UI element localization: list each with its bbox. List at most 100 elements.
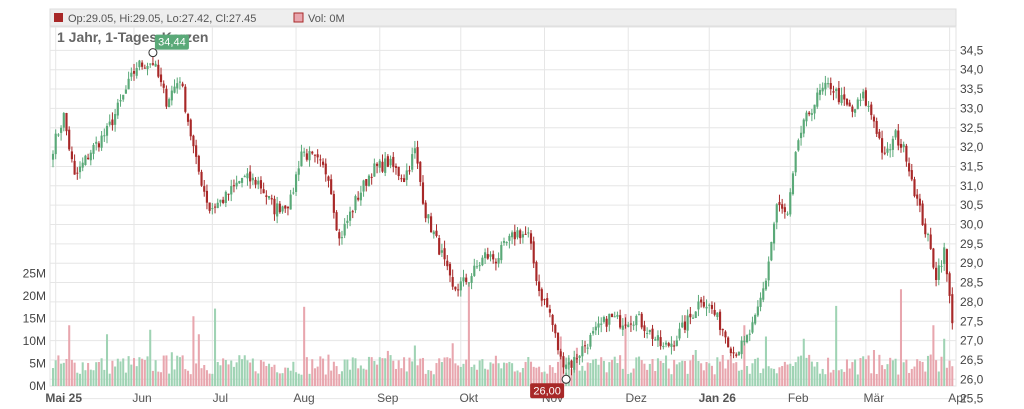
volume-bar — [727, 359, 730, 386]
candle-body — [475, 266, 479, 268]
volume-bar — [268, 363, 271, 386]
candle-body — [929, 234, 932, 249]
volume-bar — [338, 374, 341, 386]
candle-body — [292, 192, 295, 194]
volume-bar — [624, 314, 627, 386]
candle-body — [791, 173, 795, 195]
candle-body — [737, 351, 741, 356]
candle-body — [727, 337, 730, 348]
volume-bar — [881, 365, 884, 386]
candle-body — [772, 223, 776, 244]
candle-body — [303, 151, 306, 153]
candle-body — [905, 145, 908, 162]
volume-bar — [438, 358, 441, 386]
volume-bar — [54, 360, 57, 386]
volume-bar — [918, 361, 921, 386]
candle-body — [492, 254, 495, 260]
candle-body — [76, 172, 79, 174]
volume-bar — [721, 354, 724, 386]
candle-body — [691, 317, 695, 319]
candle-body — [240, 177, 244, 183]
volume-bar — [786, 364, 789, 386]
month-label: Okt — [459, 391, 478, 405]
candle-body — [505, 242, 508, 244]
candle-body — [764, 280, 768, 290]
candle-body — [870, 104, 873, 116]
candle-body — [402, 178, 406, 183]
candle-body — [362, 180, 365, 192]
volume-bar — [700, 363, 703, 386]
volume-bar — [697, 360, 700, 386]
candle-body — [259, 180, 263, 189]
header-background — [49, 8, 957, 27]
price-tick-label: 25,5 — [960, 392, 984, 406]
candle-body — [926, 233, 930, 236]
candle-body — [432, 231, 435, 235]
candle-body — [718, 311, 722, 330]
volume-bar — [170, 352, 173, 386]
candle-body — [697, 301, 700, 310]
volume-bar — [532, 366, 535, 386]
candle-body — [465, 277, 468, 282]
candle-body — [68, 129, 71, 150]
candle-body — [270, 198, 273, 200]
volume-bar — [686, 373, 689, 386]
volume-bar — [816, 362, 819, 386]
candle-body — [689, 313, 692, 318]
price-tick-label: 31,0 — [960, 179, 984, 193]
volume-bar — [870, 373, 873, 386]
candle-body — [108, 121, 111, 125]
volume-bar — [435, 363, 438, 386]
volume-bar — [419, 358, 422, 386]
volume-bar — [543, 371, 546, 386]
candle-body — [700, 299, 703, 303]
candle-body — [159, 74, 163, 83]
candle-body — [910, 170, 913, 180]
candle-body — [751, 322, 754, 333]
candle-body — [740, 340, 743, 355]
volume-bar — [386, 350, 389, 386]
price-tick-label: 27,0 — [960, 334, 984, 348]
volume-bar — [484, 368, 487, 386]
volume-bar — [351, 357, 354, 386]
candle-body — [203, 186, 206, 192]
volume-bar — [891, 360, 894, 386]
candle-body — [400, 178, 403, 180]
volume-bar — [729, 355, 732, 386]
candle-body — [130, 72, 133, 77]
candle-body — [289, 194, 292, 210]
candle-body — [848, 102, 851, 107]
volume-bar — [292, 361, 295, 386]
candle-body — [97, 143, 100, 148]
volume-bar — [913, 366, 916, 386]
volume-bar — [359, 365, 362, 386]
candle-body — [321, 161, 325, 165]
candle-body — [394, 166, 398, 168]
volume-bar — [627, 373, 630, 386]
volume-bar — [108, 373, 111, 386]
candle-body — [770, 241, 773, 261]
volume-bar — [670, 374, 673, 386]
volume-bar — [616, 363, 619, 386]
candle-body — [494, 261, 497, 264]
candle-body — [829, 83, 832, 90]
volume-bar — [916, 359, 919, 386]
candle-body — [481, 257, 484, 266]
volume-bar — [324, 374, 327, 386]
volume-bar — [286, 367, 289, 386]
volume-bar — [708, 363, 711, 386]
volume-bar — [613, 356, 616, 386]
candle-body — [648, 329, 651, 332]
volume-bar — [354, 358, 357, 386]
volume-bar — [270, 366, 273, 386]
candle-body — [375, 163, 379, 166]
candle-body — [87, 157, 90, 159]
candle-body — [732, 352, 735, 354]
volume-bar — [754, 358, 757, 386]
candle-body — [859, 99, 862, 101]
candle-body — [54, 133, 57, 155]
volume-bar — [775, 373, 778, 386]
volume-bar — [211, 373, 214, 386]
candle-body — [683, 321, 687, 330]
volume-bar — [845, 359, 849, 386]
